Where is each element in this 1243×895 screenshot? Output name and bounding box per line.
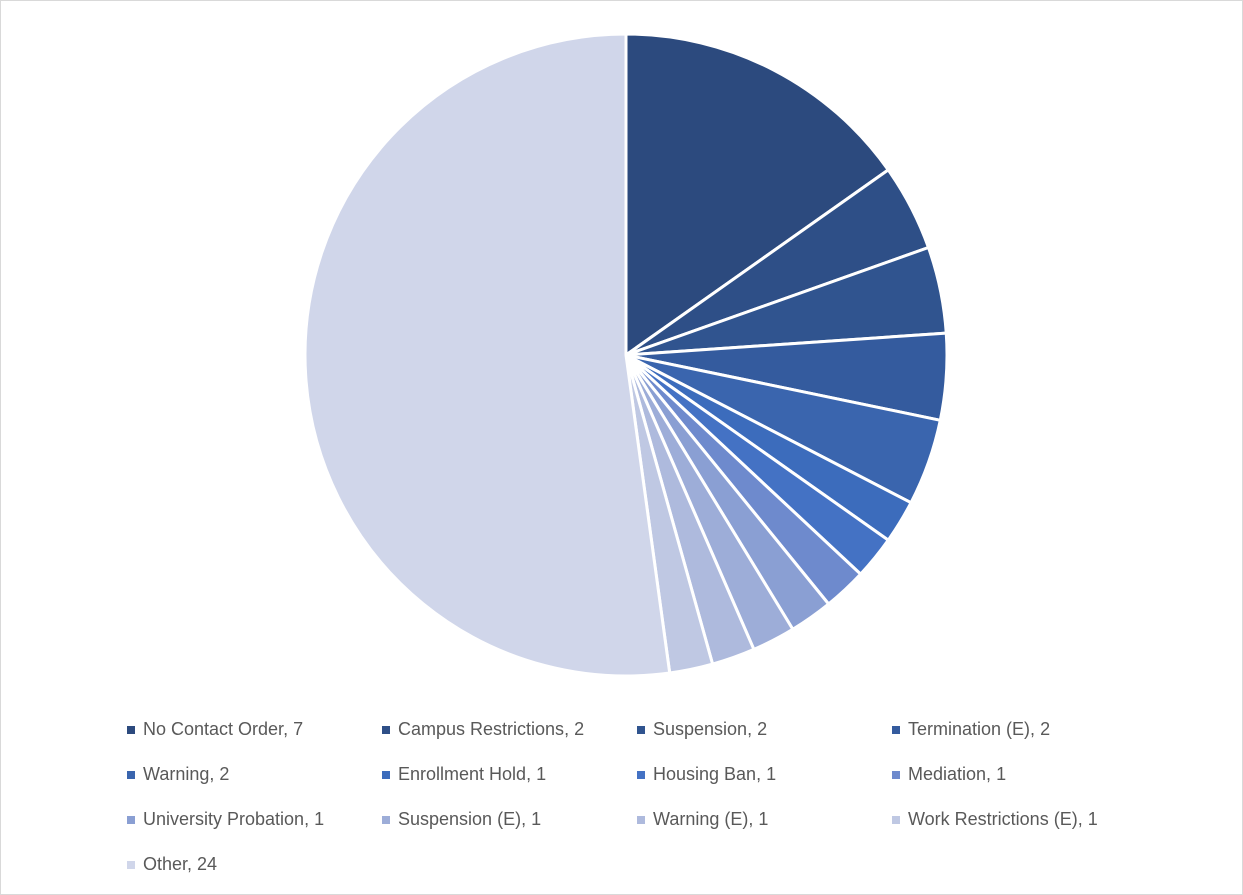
legend-separator: , [986, 764, 996, 784]
legend-value: 2 [1040, 719, 1050, 739]
legend-label: Campus Restrictions, 2 [398, 719, 584, 739]
legend-category: Other [143, 854, 188, 874]
legend-marker [382, 816, 390, 824]
legend-separator: , [187, 854, 197, 874]
legend-separator: , [756, 764, 766, 784]
legend-separator: , [748, 809, 758, 829]
legend-separator: , [209, 764, 219, 784]
legend-category: Warning [143, 764, 209, 784]
legend-separator: , [1078, 809, 1088, 829]
legend-marker [382, 726, 390, 734]
legend-label: Warning, 2 [143, 764, 229, 784]
legend-value: 1 [758, 809, 768, 829]
legend-category: Termination (E) [908, 719, 1030, 739]
legend-label: Suspension (E), 1 [398, 809, 541, 829]
legend-separator: , [1030, 719, 1040, 739]
legend-category: No Contact Order [143, 719, 284, 739]
legend-marker [127, 771, 135, 779]
legend-category: Enrollment Hold [398, 764, 526, 784]
legend-value: 1 [314, 809, 324, 829]
legend-label: Mediation, 1 [908, 764, 1006, 784]
legend-category: University Probation [143, 809, 304, 829]
legend-value: 24 [197, 854, 217, 874]
legend-value: 7 [293, 719, 303, 739]
legend-marker [127, 726, 135, 734]
legend-value: 2 [574, 719, 584, 739]
legend-separator: , [521, 809, 531, 829]
legend-label: Warning (E), 1 [653, 809, 768, 829]
legend: No Contact Order, 7 Campus Restrictions, … [127, 719, 1098, 874]
legend-marker [127, 816, 135, 824]
legend-value: 1 [536, 764, 546, 784]
pie [303, 32, 949, 678]
legend-value: 1 [766, 764, 776, 784]
legend-marker [637, 816, 645, 824]
legend-marker [892, 771, 900, 779]
legend-separator: , [304, 809, 314, 829]
legend-marker [637, 726, 645, 734]
legend-label: Termination (E), 2 [908, 719, 1050, 739]
legend-separator: , [526, 764, 536, 784]
legend-separator: , [747, 719, 757, 739]
legend-category: Suspension (E) [398, 809, 521, 829]
legend-marker [637, 771, 645, 779]
legend-value: 2 [219, 764, 229, 784]
legend-category: Mediation [908, 764, 986, 784]
legend-separator: , [283, 719, 293, 739]
legend-value: 1 [1088, 809, 1098, 829]
legend-category: Housing Ban [653, 764, 756, 784]
legend-marker [892, 726, 900, 734]
legend-category: Warning (E) [653, 809, 748, 829]
legend-value: 1 [531, 809, 541, 829]
legend-category: Suspension [653, 719, 747, 739]
legend-marker [127, 861, 135, 869]
legend-category: Campus Restrictions [398, 719, 564, 739]
legend-separator: , [564, 719, 574, 739]
legend-marker [382, 771, 390, 779]
legend-label: Work Restrictions (E), 1 [908, 809, 1098, 829]
legend-category: Work Restrictions (E) [908, 809, 1078, 829]
legend-label: Other, 24 [143, 854, 217, 874]
legend-label: Enrollment Hold, 1 [398, 764, 546, 784]
legend-label: Housing Ban, 1 [653, 764, 776, 784]
legend-label: Suspension, 2 [653, 719, 767, 739]
legend-marker [892, 816, 900, 824]
legend-value: 2 [757, 719, 767, 739]
pie-slice [303, 32, 672, 678]
legend-label: University Probation, 1 [143, 809, 324, 829]
pie-slice [624, 32, 890, 357]
legend-value: 1 [996, 764, 1006, 784]
legend-label: No Contact Order, 7 [143, 719, 303, 739]
